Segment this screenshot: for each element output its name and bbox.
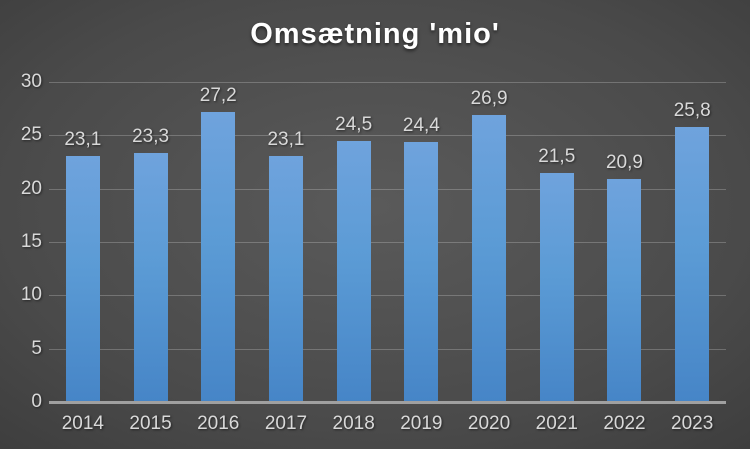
gridline (49, 348, 726, 350)
bar-2014 (65, 155, 100, 402)
x-axis-tick-label: 2015 (129, 413, 172, 434)
gridline (49, 295, 726, 297)
y-axis-tick-label: 30 (20, 71, 42, 92)
plot-area: 23,1 23,3 27,2 23,1 24,5 24,4 26,9 21,5 20,9 25,8 (49, 82, 726, 404)
bar-2020 (472, 115, 507, 402)
x-axis-tick-label: 2021 (535, 413, 578, 434)
x-axis: 2014 2015 2016 2017 2018 2019 2020 2021 2022 2023 (49, 413, 726, 435)
bar-value-label: 27,2 (199, 84, 237, 106)
bar-2015 (133, 153, 168, 402)
bar-2017 (268, 155, 303, 402)
x-axis-tick-label: 2018 (332, 413, 375, 434)
bar-2021 (539, 172, 574, 402)
gridline (49, 135, 726, 137)
bar-column: 23,1 (252, 82, 320, 402)
gridline (49, 82, 726, 83)
y-axis-tick-label: 25 (20, 124, 42, 146)
y-axis-tick-label: 15 (20, 231, 42, 252)
bar-2019 (404, 141, 439, 402)
bar-2023 (675, 126, 710, 402)
bars-row: 23,1 23,3 27,2 23,1 24,5 24,4 26,9 21,5 20,9 25,8 (49, 82, 726, 402)
x-axis-tick-label: 2022 (603, 413, 646, 434)
bar-column: 25,8 (658, 82, 726, 402)
bar-value-label: 20,9 (605, 152, 643, 174)
bar-value-label: 23,1 (267, 128, 305, 150)
gridline (49, 188, 726, 190)
bar-column: 26,9 (455, 82, 523, 402)
x-axis-tick-label: 2020 (467, 413, 511, 434)
bar-2018 (336, 140, 371, 402)
bar-column: 24,5 (320, 82, 388, 402)
x-axis-tick-label: 2016 (197, 413, 240, 434)
bar-value-label: 21,5 (538, 145, 576, 167)
bar-column: 23,3 (117, 82, 185, 402)
bar-column: 24,4 (388, 82, 456, 402)
bar-column: 21,5 (523, 82, 591, 402)
y-axis-tick-label: 10 (20, 284, 42, 306)
y-axis-tick-label: 0 (31, 391, 42, 412)
bar-column: 23,1 (49, 82, 117, 402)
bar-value-label: 25,8 (673, 99, 711, 121)
y-axis: 0 5 10 15 20 25 30 (8, 71, 42, 412)
bar-column: 20,9 (591, 82, 659, 402)
bar-2016 (201, 111, 236, 402)
x-axis-tick-label: 2017 (264, 413, 308, 434)
bar-value-label: 23,1 (64, 128, 102, 150)
y-axis-tick-label: 20 (20, 177, 42, 199)
gridline (49, 242, 726, 243)
chart-title: Omsætning 'mio' (250, 18, 500, 50)
bar-value-label: 23,3 (132, 126, 170, 148)
y-axis-tick-label: 5 (31, 337, 42, 359)
x-axis-tick-label: 2019 (400, 413, 443, 434)
bar-value-label: 24,4 (402, 114, 440, 136)
bar-value-label: 24,5 (335, 113, 373, 135)
x-axis-tick-label: 2014 (61, 413, 104, 434)
x-axis-baseline (49, 401, 726, 404)
bar-value-label: 26,9 (470, 88, 508, 110)
x-axis-tick-label: 2023 (671, 413, 714, 434)
bar-2022 (607, 179, 642, 402)
bar-column: 27,2 (184, 82, 252, 402)
